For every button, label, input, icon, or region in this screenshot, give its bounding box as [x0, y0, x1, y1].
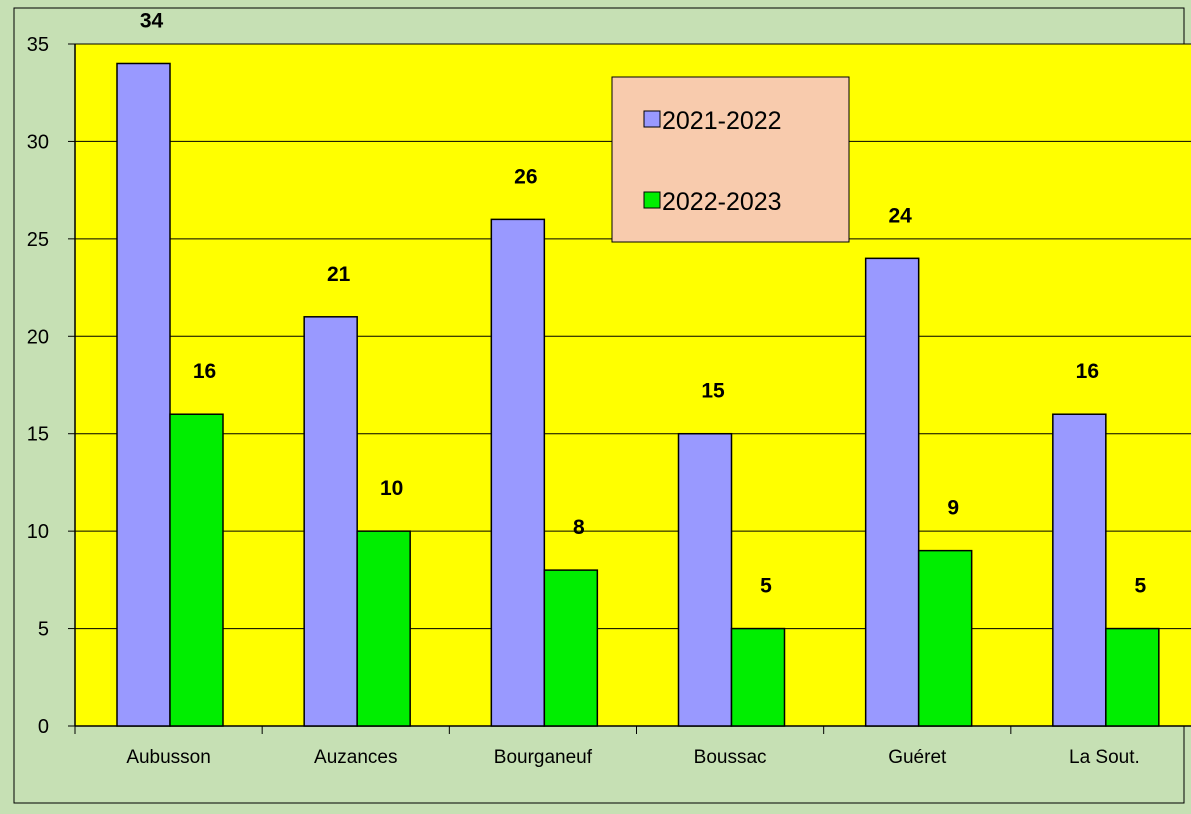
- bar-series1: [1052, 413, 1107, 727]
- legend-label: 2022-2023: [662, 188, 782, 216]
- data-label: 16: [1076, 360, 1099, 383]
- bar-series1: [303, 316, 358, 727]
- data-label: 10: [380, 477, 403, 500]
- bar-series2: [543, 569, 599, 727]
- bar-series1: [864, 257, 920, 727]
- y-tick-label: 25: [27, 229, 49, 251]
- bar-series2: [917, 549, 973, 727]
- y-tick-label: 5: [38, 619, 49, 641]
- bar-series1: [677, 432, 733, 727]
- data-label: 24: [888, 204, 912, 227]
- data-label: 26: [514, 165, 537, 188]
- data-label: 15: [701, 380, 725, 403]
- legend-swatch: [643, 191, 661, 209]
- bar-series2: [356, 530, 411, 727]
- legend-swatch: [643, 110, 661, 128]
- y-tick-label: 20: [27, 326, 49, 348]
- y-tick-label: 35: [27, 34, 49, 56]
- bar-series2: [169, 413, 224, 727]
- bar-series1: [116, 62, 171, 727]
- y-tick-label: 10: [27, 521, 49, 543]
- x-tick-label: Aubusson: [126, 747, 211, 768]
- x-tick-label: Boussac: [694, 747, 767, 768]
- data-label: 34: [140, 9, 164, 32]
- bar-series2: [730, 627, 786, 727]
- data-label: 5: [760, 575, 772, 598]
- bar-series1: [490, 218, 546, 727]
- y-tick-label: 30: [27, 131, 49, 153]
- x-tick-label: Guéret: [888, 747, 947, 768]
- bar-series2: [1105, 627, 1160, 727]
- data-label: 16: [193, 360, 216, 383]
- legend-label: 2021-2022: [662, 107, 782, 135]
- x-tick-label: La Sout.: [1069, 747, 1140, 768]
- data-label: 21: [327, 263, 351, 286]
- y-tick-label: 15: [27, 424, 49, 446]
- data-label: 5: [1134, 575, 1146, 598]
- x-tick-label: Bourganeuf: [494, 747, 593, 768]
- data-label: 8: [573, 516, 585, 539]
- legend-box: [611, 76, 850, 243]
- data-label: 9: [947, 497, 959, 520]
- x-tick-label: Auzances: [314, 747, 397, 768]
- y-tick-label: 0: [38, 716, 49, 738]
